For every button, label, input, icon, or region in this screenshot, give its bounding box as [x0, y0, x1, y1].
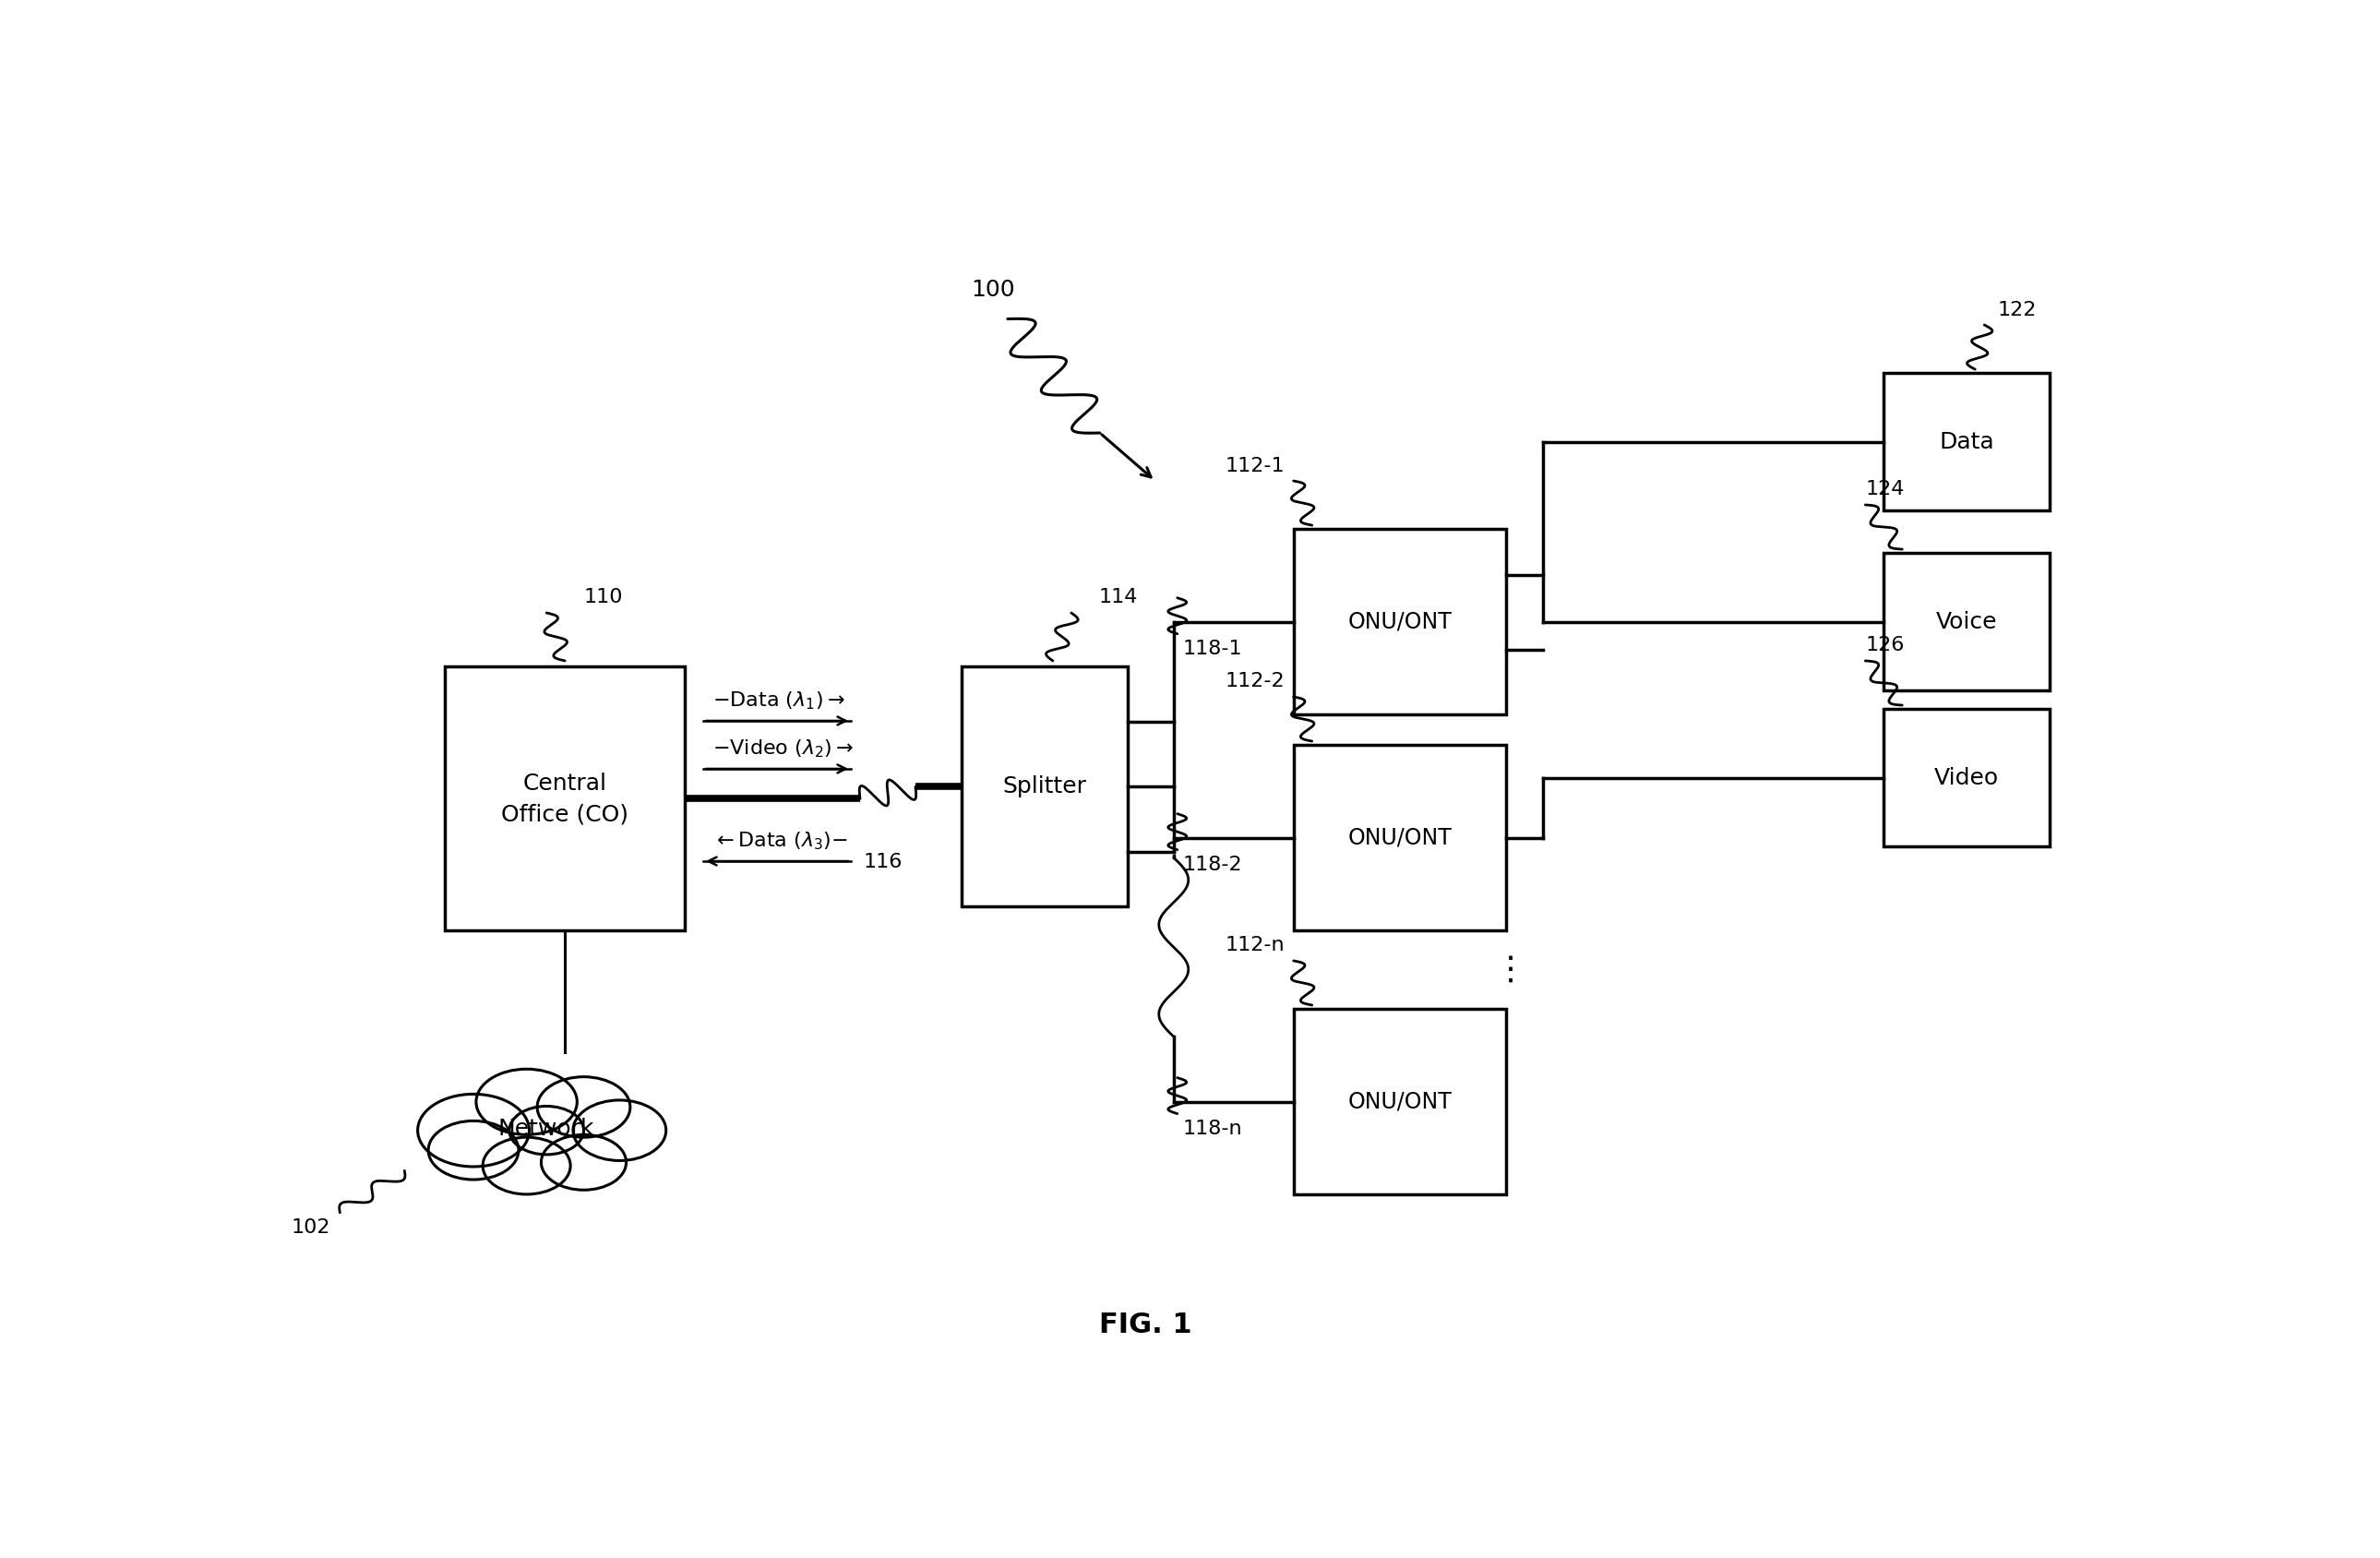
Bar	[1883, 372, 2049, 511]
Circle shape	[416, 1094, 528, 1167]
Text: FIG. 1: FIG. 1	[1100, 1312, 1192, 1338]
Bar	[1295, 528, 1507, 715]
Text: Voice: Voice	[1935, 611, 1997, 633]
Text: 112-2: 112-2	[1226, 673, 1285, 690]
Text: Central
Office (CO): Central Office (CO)	[502, 773, 628, 826]
Text: Data: Data	[1940, 432, 1994, 453]
Text: ONU/ONT: ONU/ONT	[1347, 1091, 1452, 1112]
Circle shape	[428, 1120, 519, 1179]
Text: 100: 100	[971, 279, 1014, 301]
Text: Splitter: Splitter	[1002, 776, 1088, 798]
Text: 118-2: 118-2	[1183, 855, 1242, 874]
Text: Video: Video	[1935, 767, 1999, 788]
Text: 116: 116	[864, 852, 902, 871]
Text: 102: 102	[290, 1218, 331, 1237]
Text: 112-1: 112-1	[1226, 456, 1285, 475]
Text: 126: 126	[1866, 636, 1904, 654]
Bar	[1883, 553, 2049, 690]
Text: ⋮: ⋮	[1495, 953, 1528, 985]
Text: $\mathregular{\leftarrow}$Data ($\lambda_3$)$\mathregular{-}$: $\mathregular{\leftarrow}$Data ($\lambda…	[712, 830, 847, 852]
Text: 114: 114	[1100, 589, 1138, 606]
Bar	[1295, 1008, 1507, 1195]
Text: ONU/ONT: ONU/ONT	[1347, 611, 1452, 633]
Circle shape	[509, 1106, 583, 1154]
Text: $\mathregular{-}$Video ($\lambda_2$)$\mathregular{\rightarrow}$: $\mathregular{-}$Video ($\lambda_2$)$\ma…	[712, 737, 854, 759]
Text: Network: Network	[497, 1117, 595, 1140]
Text: $\mathregular{-}$Data ($\lambda_1$)$\mathregular{\rightarrow}$: $\mathregular{-}$Data ($\lambda_1$)$\mat…	[712, 690, 845, 710]
Bar	[445, 667, 685, 930]
Circle shape	[574, 1100, 666, 1161]
Circle shape	[476, 1069, 576, 1134]
Text: 110: 110	[583, 589, 624, 606]
Bar	[1883, 709, 2049, 848]
Text: ONU/ONT: ONU/ONT	[1347, 827, 1452, 849]
Bar	[962, 667, 1128, 907]
Text: 122: 122	[1997, 301, 2037, 319]
Circle shape	[538, 1077, 631, 1137]
Text: 124: 124	[1866, 480, 1904, 499]
Circle shape	[540, 1134, 626, 1190]
Text: 118-1: 118-1	[1183, 640, 1242, 659]
Text: 118-n: 118-n	[1183, 1120, 1242, 1139]
Bar	[1295, 745, 1507, 930]
Circle shape	[483, 1137, 571, 1195]
Text: 112-n: 112-n	[1226, 936, 1285, 955]
